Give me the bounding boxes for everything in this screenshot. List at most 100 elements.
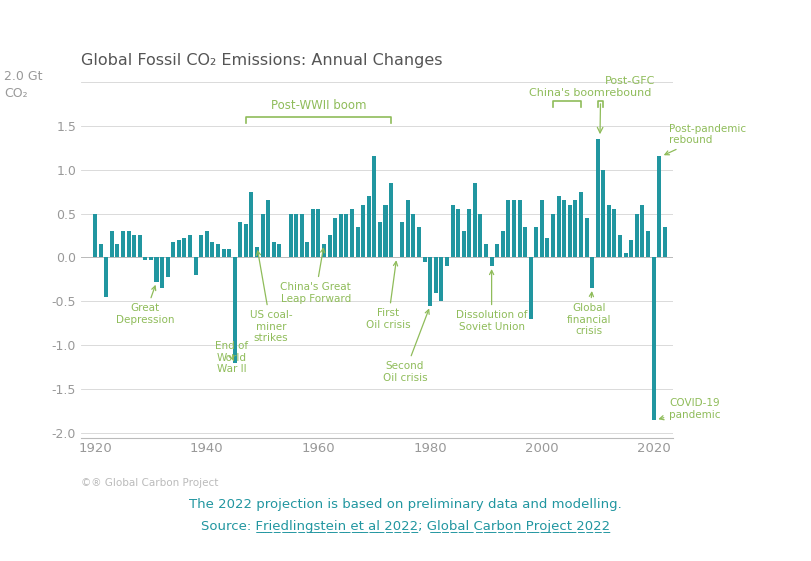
Text: Dissolution of
Soviet Union: Dissolution of Soviet Union <box>456 270 527 332</box>
Bar <box>266 200 270 257</box>
Bar <box>461 231 466 257</box>
Bar <box>401 222 404 257</box>
Bar <box>109 231 114 257</box>
Bar <box>568 205 572 257</box>
Bar <box>456 209 460 257</box>
Bar <box>238 222 242 257</box>
Bar <box>496 244 500 257</box>
Bar <box>115 244 119 257</box>
Bar <box>372 157 376 257</box>
Bar <box>294 214 298 257</box>
Bar <box>467 209 471 257</box>
Bar <box>289 214 293 257</box>
Bar <box>165 257 169 277</box>
Bar <box>440 257 444 301</box>
Bar <box>601 169 605 257</box>
Text: Post-GFC
rebound: Post-GFC rebound <box>605 76 655 98</box>
Bar <box>132 236 136 257</box>
Bar <box>612 209 616 257</box>
Text: Post-WWII boom: Post-WWII boom <box>271 99 367 112</box>
Bar <box>138 236 142 257</box>
Bar <box>484 244 488 257</box>
Bar <box>322 244 326 257</box>
Bar <box>171 242 175 257</box>
Text: Source: F̲r̲i̲e̲d̲l̲i̲n̲g̲s̲t̲e̲i̲n̲ ̲e̲t̲ ̲a̲l̲ ̲2̲0̲2̲2̲; G̲l̲o̲b̲a̲l̲ ̲C̲a̲r̲: Source: F̲r̲i̲e̲d̲l̲i̲n̲g̲s̲t̲e̲i̲n̲ ̲e̲… <box>201 520 610 533</box>
Bar <box>93 214 97 257</box>
Bar <box>585 218 589 257</box>
Bar <box>260 214 264 257</box>
Bar <box>149 257 153 260</box>
Bar <box>534 227 539 257</box>
Bar <box>200 236 204 257</box>
Bar <box>389 183 393 257</box>
Text: End of
World
War II: End of World War II <box>216 341 248 374</box>
Bar <box>250 191 254 257</box>
Text: ©® Global Carbon Project: ©® Global Carbon Project <box>81 477 218 488</box>
Bar <box>428 257 432 306</box>
Bar <box>573 200 577 257</box>
Bar <box>618 236 622 257</box>
Text: Global
financial
crisis: Global financial crisis <box>567 292 611 337</box>
Bar <box>361 205 365 257</box>
Bar <box>596 139 600 257</box>
Bar <box>328 236 332 257</box>
Text: US coal-
miner
strikes: US coal- miner strikes <box>250 251 292 343</box>
Bar <box>188 236 192 257</box>
Bar <box>651 257 655 420</box>
Text: Global Fossil CO₂ Emissions: Annual Changes: Global Fossil CO₂ Emissions: Annual Chan… <box>81 53 443 67</box>
Bar <box>540 200 544 257</box>
Bar <box>434 257 438 293</box>
Text: Great
Depression: Great Depression <box>116 286 174 325</box>
Bar <box>355 227 359 257</box>
Text: COVID-19
pandemic: COVID-19 pandemic <box>659 398 721 420</box>
Bar <box>333 218 337 257</box>
Bar <box>204 231 208 257</box>
Bar <box>311 209 315 257</box>
Text: 2.0 Gt
CO₂: 2.0 Gt CO₂ <box>4 70 42 100</box>
Bar <box>417 227 421 257</box>
Bar <box>445 257 449 266</box>
Bar <box>384 205 388 257</box>
Bar <box>423 257 427 262</box>
Text: China's boom: China's boom <box>529 88 605 98</box>
Bar <box>517 200 521 257</box>
Text: The 2022 projection is based on preliminary data and modelling.: The 2022 projection is based on prelimin… <box>189 498 622 511</box>
Bar <box>506 200 510 257</box>
Bar <box>641 205 645 257</box>
Bar <box>221 249 225 257</box>
Bar <box>227 249 231 257</box>
Bar <box>300 214 304 257</box>
Bar <box>127 231 131 257</box>
Bar <box>556 196 560 257</box>
Bar <box>367 196 371 257</box>
Bar <box>144 257 148 260</box>
Bar <box>154 257 158 282</box>
Bar <box>177 240 181 257</box>
Text: China's Great
Leap Forward: China's Great Leap Forward <box>281 249 351 304</box>
Bar <box>255 247 259 257</box>
Bar <box>551 214 555 257</box>
Bar <box>562 200 566 257</box>
Bar <box>411 214 415 257</box>
Bar <box>629 240 633 257</box>
Bar <box>233 257 237 363</box>
Bar <box>607 205 611 257</box>
Bar <box>663 227 667 257</box>
Bar <box>635 214 639 257</box>
Bar <box>305 242 309 257</box>
Bar <box>624 253 628 257</box>
Bar <box>210 242 214 257</box>
Bar <box>500 231 504 257</box>
Bar <box>339 214 343 257</box>
Bar <box>316 209 320 257</box>
Bar <box>244 224 248 257</box>
Bar <box>160 257 164 288</box>
Bar <box>512 200 516 257</box>
Bar <box>121 231 125 257</box>
Bar <box>105 257 108 297</box>
Bar <box>345 214 349 257</box>
Bar <box>350 209 354 257</box>
Text: Second
Oil crisis: Second Oil crisis <box>383 310 429 383</box>
Bar <box>473 183 477 257</box>
Bar <box>657 157 661 257</box>
